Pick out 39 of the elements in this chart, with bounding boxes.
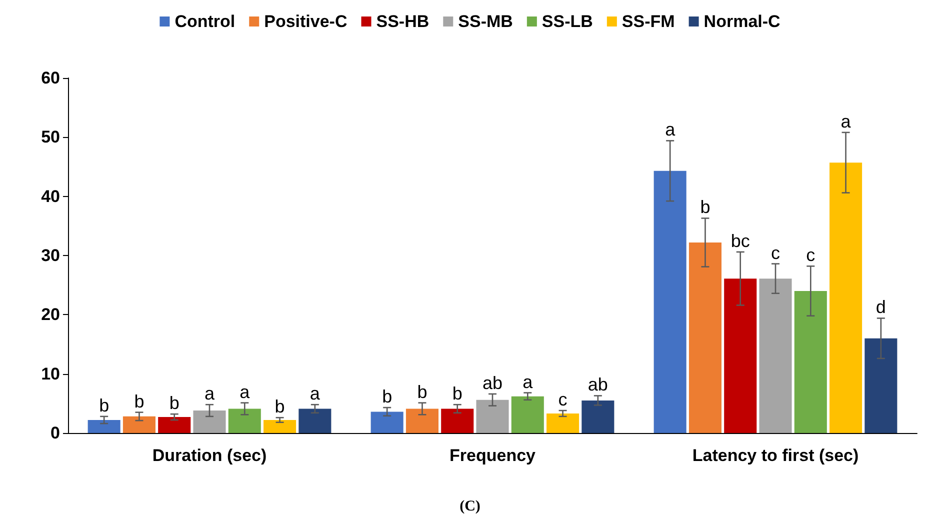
data-label: b [700,197,710,218]
data-label: c [771,242,780,263]
data-label: c [806,245,816,266]
legend-label: SS-FM [622,12,675,31]
legend-label: SS-MB [458,12,513,31]
data-label: b [169,393,180,414]
data-label: ab [482,372,503,393]
y-tick-label: 40 [41,186,60,206]
legend-label: SS-LB [542,12,593,31]
data-label: b [99,395,110,416]
x-tick-label: Latency to first (sec) [692,446,859,465]
data-label: a [522,372,534,392]
legend-label: Normal-C [704,12,780,31]
legend-label: Positive-C [264,12,348,31]
y-tick-label: 10 [41,364,60,384]
y-tick-label: 60 [41,68,60,88]
data-label: b [274,396,285,417]
data-label: c [558,390,568,410]
data-label: a [840,111,852,132]
legend-label: Control [174,12,236,31]
y-tick-label: 20 [41,305,60,324]
text: (C) [460,498,480,514]
x-tick-label: Duration (sec) [152,446,267,465]
data-label: ab [588,374,608,395]
data-label: a [240,382,251,402]
data-label: b [134,391,144,412]
data-label: b [452,384,462,404]
data-label: a [204,384,216,404]
data-label: bc [730,230,750,251]
x-tick-label: Frequency [450,446,536,465]
data-label: d [876,297,886,318]
data-label: b [382,386,392,407]
data-label: b [417,382,428,402]
data-label: a [310,384,321,404]
legend-label: SS-HB [376,12,430,31]
y-tick-label: 50 [41,128,60,147]
data-label: a [665,120,676,140]
y-tick-label: 0 [50,424,60,442]
y-tick-label: 30 [41,246,60,265]
